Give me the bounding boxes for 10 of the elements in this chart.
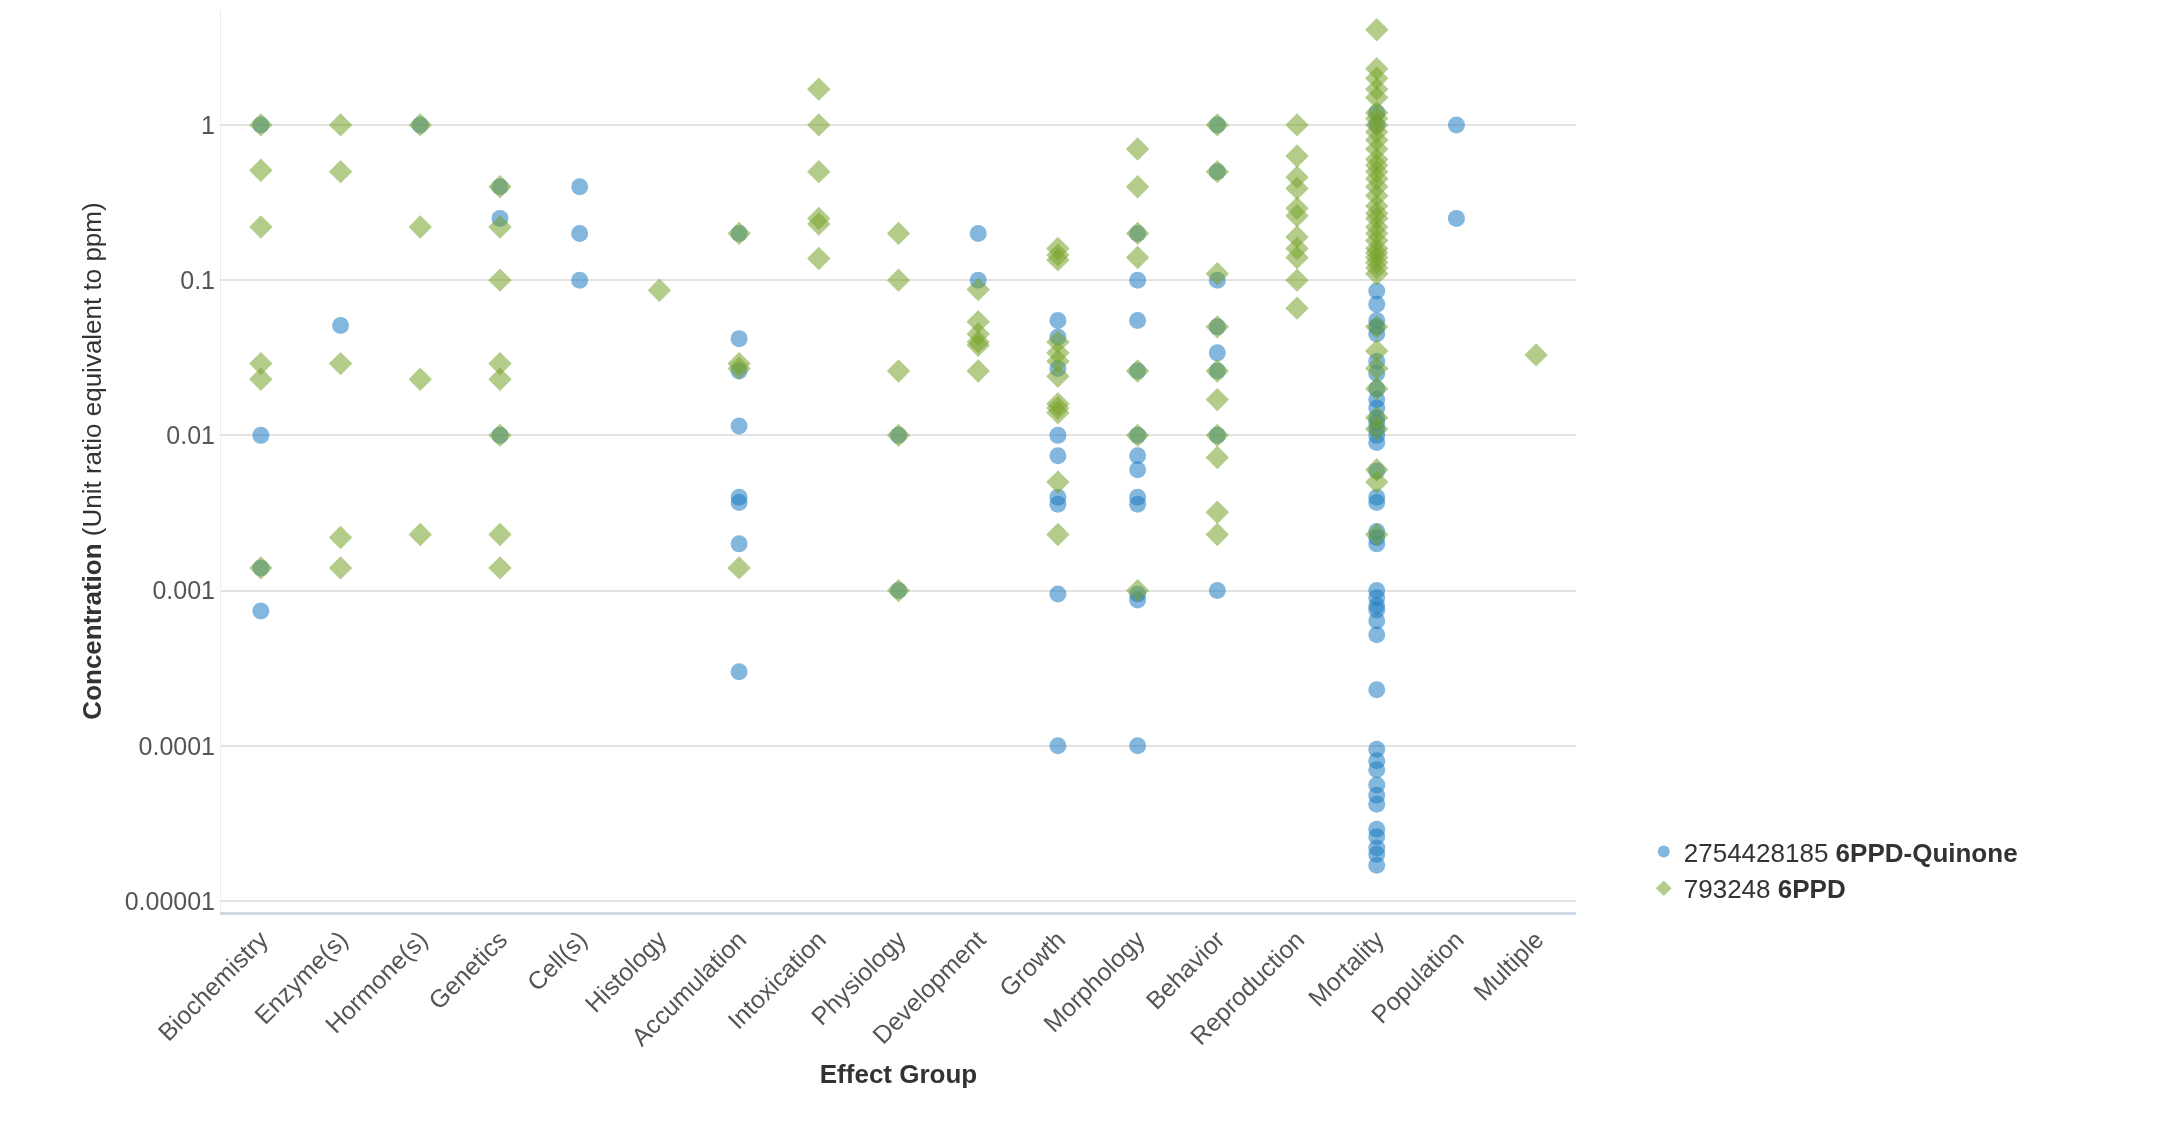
legend-label: 793248 6PPD — [1683, 874, 1846, 905]
y-tick-label: 0.01 — [166, 421, 215, 450]
y-tick-label: 0.1 — [180, 265, 215, 294]
y-tick-label: 0.0001 — [138, 731, 215, 760]
y-tick-label: 1 — [201, 110, 215, 139]
y-tick-label: 0.001 — [152, 576, 215, 605]
x-axis-title: Effect Group — [819, 1058, 978, 1089]
y-tick-label: 0.00001 — [124, 886, 215, 915]
y-axis-title: Concentration (Unit ratio equivalent to ppm) — [77, 202, 108, 720]
legend-label: 2754428185 6PPD-Quinone — [1683, 837, 2018, 868]
